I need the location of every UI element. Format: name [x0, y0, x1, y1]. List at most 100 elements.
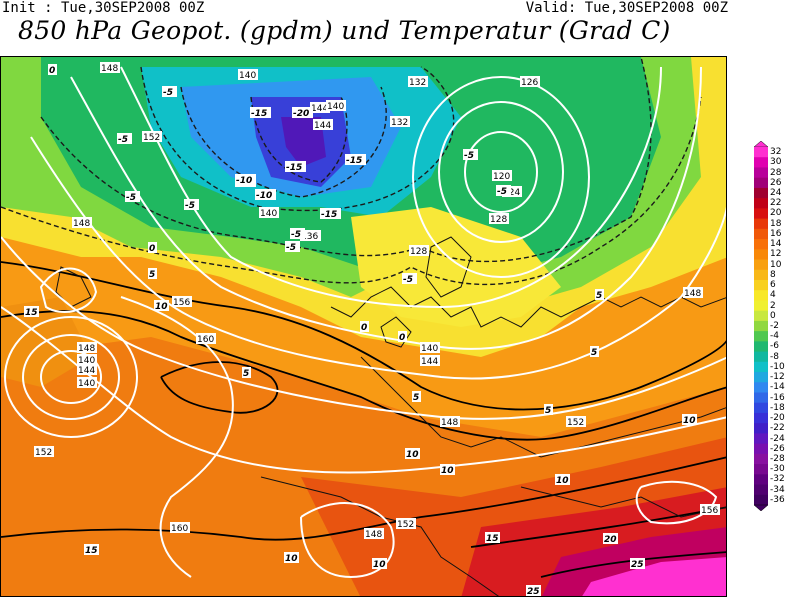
colorbar-swatch [754, 341, 768, 353]
svg-text:20: 20 [604, 535, 617, 545]
svg-text:5: 5 [149, 270, 155, 280]
colorbar-tick-label: -34 [770, 484, 785, 495]
temperature-label: -5 [290, 228, 305, 240]
colorbar-tick-label: 26 [770, 177, 782, 188]
contour-156 [120, 296, 234, 578]
height-label: 160 [170, 522, 190, 534]
contour-156-east [635, 480, 718, 525]
temperature-label: 10 [682, 414, 697, 426]
temperature-label: -15 [250, 107, 271, 119]
temperature-label: 0 [398, 331, 407, 343]
temperature-label: 0 [48, 64, 57, 76]
svg-text:144: 144 [78, 366, 95, 376]
temperature-label: -5 [117, 133, 132, 145]
colorbar-tick-label: -28 [770, 453, 785, 464]
temperature-label: -15 [345, 154, 366, 166]
colorbar-swatch [754, 198, 768, 209]
svg-text:-5: -5 [403, 275, 413, 285]
weather-map: 1481401261321521441401201241281361401441… [0, 56, 727, 597]
colorbar-swatch [754, 464, 768, 475]
map-canvas: 1481401261321521441401201241281361401441… [1, 57, 726, 597]
svg-text:15: 15 [85, 546, 98, 556]
isotherm-15 [1, 456, 726, 541]
height-label: 120 [492, 170, 512, 182]
contour-140 [70, 66, 702, 350]
height-label: 140 [326, 100, 346, 112]
temperature-label: 10 [555, 474, 570, 486]
svg-text:-10: -10 [256, 191, 272, 201]
svg-text:10: 10 [285, 554, 298, 564]
height-label: 126 [520, 76, 540, 88]
svg-text:25: 25 [527, 587, 540, 597]
svg-text:140: 140 [421, 344, 438, 354]
temperature-label: 5 [544, 404, 553, 416]
contour-144-iceland [39, 267, 98, 313]
height-label: 140 [77, 354, 97, 366]
colorbar-swatch [754, 177, 768, 189]
colorbar-swatch [754, 361, 768, 373]
svg-text:140: 140 [239, 71, 256, 81]
colorbar-tick-label: -26 [770, 443, 785, 454]
contour-low-124 [438, 101, 564, 243]
svg-text:128: 128 [490, 215, 507, 225]
height-label: 160 [196, 333, 216, 345]
svg-text:156: 156 [701, 506, 718, 516]
temperature-label: -5 [285, 241, 300, 253]
svg-text:25: 25 [631, 560, 644, 570]
isotherm-m15 [180, 86, 387, 198]
svg-text:160: 160 [171, 524, 188, 534]
temperature-label: 20 [603, 533, 618, 545]
isotherm-5-loop [160, 361, 279, 414]
chart-title: 850 hPa Geopot. (gpdm) und Temperatur (G… [18, 16, 671, 45]
height-label: 156 [700, 504, 720, 516]
colorbar-tick-label: 16 [770, 228, 782, 239]
isotherm-20 [470, 506, 726, 548]
height-label: 156 [172, 296, 192, 308]
colorbar-tick-label: -6 [770, 341, 779, 352]
temperature-label-layer: 0 -5 -15 -20 -15 -15 -10 -10 -5 -5 -5 -5 -5 0 5 10 15 5 10… [24, 64, 697, 597]
colorbar-swatch [754, 249, 768, 261]
height-label: 144 [313, 119, 333, 131]
isotherm-m20 [250, 96, 348, 183]
svg-text:-10: -10 [236, 176, 252, 186]
svg-text:10: 10 [441, 466, 454, 476]
svg-text:5: 5 [545, 406, 551, 416]
colorbar-tick-label: 32 [770, 147, 782, 158]
colorbar-tick-label: 6 [770, 280, 776, 291]
height-label: 140 [238, 69, 258, 81]
temperature-label: 25 [526, 585, 541, 597]
colorbar-tick-label: -8 [770, 351, 779, 362]
isotherm-10 [1, 310, 726, 441]
coastline-layer [55, 236, 726, 596]
colorbar-swatch [754, 423, 768, 434]
height-label: 148 [683, 287, 703, 299]
init-time-label: Init : Tue,30SEP2008 00Z [2, 0, 205, 16]
height-label: 132 [408, 76, 428, 88]
svg-text:0: 0 [399, 333, 405, 343]
colorbar-tick-label: 24 [770, 188, 782, 199]
height-label: 148 [77, 342, 97, 354]
temperature-fill-nordic [351, 207, 561, 327]
colorbar-swatch [754, 320, 768, 332]
svg-text:10: 10 [556, 476, 569, 486]
temperature-label: 25 [630, 558, 645, 570]
svg-text:10: 10 [155, 302, 168, 312]
svg-text:5: 5 [243, 369, 249, 379]
temperature-label: 10 [440, 464, 455, 476]
colorbar-swatch [754, 187, 768, 199]
colorbar-tick-label: -18 [770, 402, 785, 413]
colorbar-tick-label: -4 [770, 331, 779, 342]
colorbar-tick-label: -20 [770, 413, 785, 424]
svg-text:124: 124 [503, 188, 520, 198]
colorbar-swatch [754, 412, 768, 424]
svg-text:-5: -5 [464, 151, 474, 161]
temperature-label: 10 [372, 558, 387, 570]
svg-text:-15: -15 [346, 156, 362, 166]
temperature-label: -20 [292, 107, 313, 119]
temperature-label: -5 [463, 149, 478, 161]
colorbar-swatch [754, 147, 768, 158]
colorbar-swatch [754, 382, 768, 393]
colorbar-swatch [754, 218, 768, 230]
coastline-mediterranean [520, 486, 726, 518]
svg-text:-5: -5 [291, 230, 301, 240]
